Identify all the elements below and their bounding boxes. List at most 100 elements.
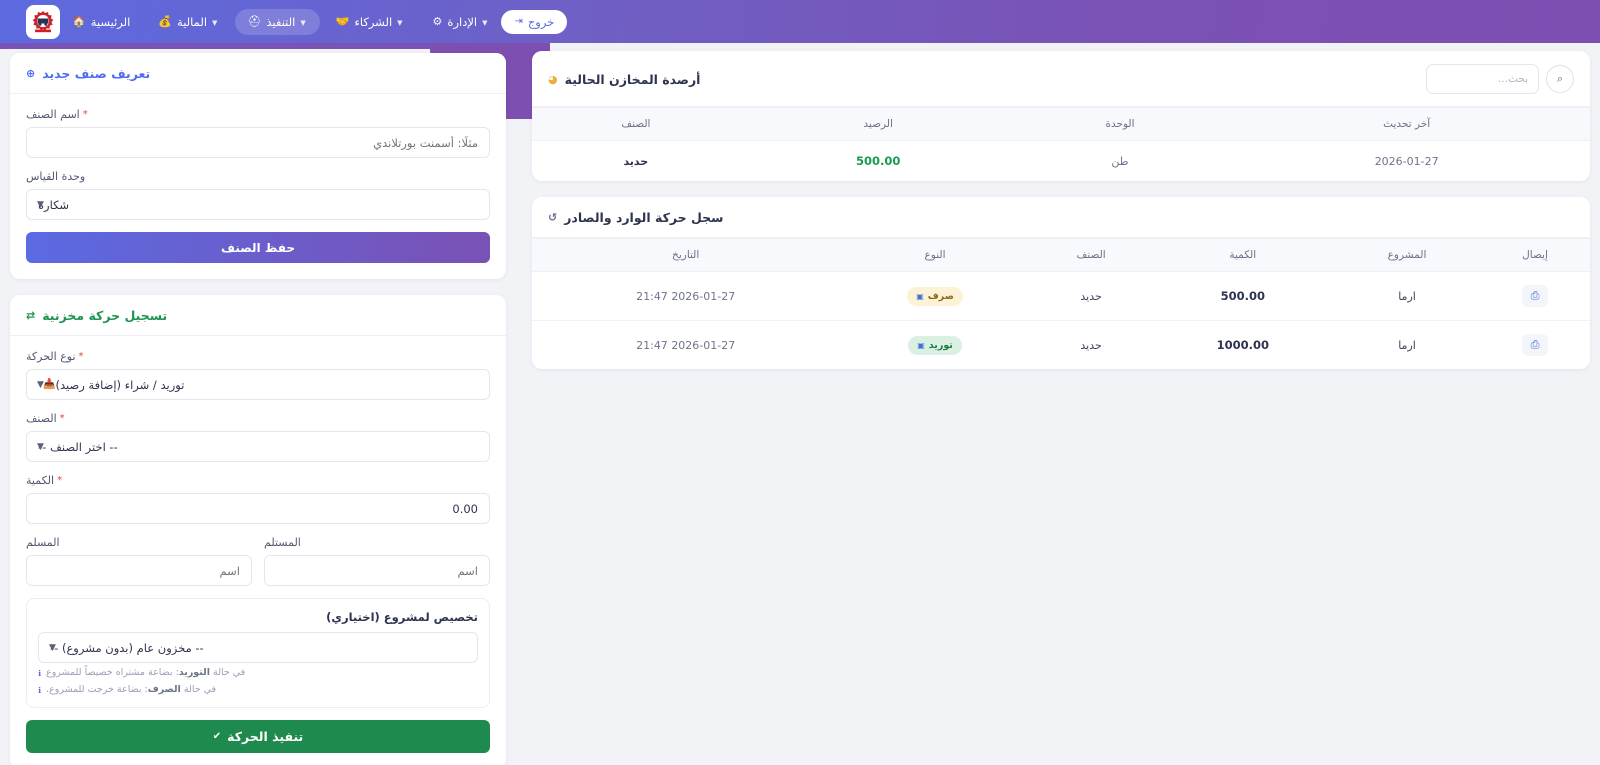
quantity-label-text: الكمية	[26, 474, 55, 487]
save-item-label: حفظ الصنف	[221, 240, 295, 255]
hint-issue: ℹ في حالة الصرف: بضاعة خرجت للمشروع.	[38, 683, 478, 697]
item-name-label-text: اسم الصنف	[26, 108, 80, 121]
save-item-button[interactable]: حفظ الصنف	[26, 232, 490, 263]
project-select[interactable]: -- مخزون عام (بدون مشروع) --	[38, 632, 478, 663]
project-selected-value: -- مخزون عام (بدون مشروع) --	[50, 640, 204, 655]
plus-circle-icon: ⊕	[26, 67, 36, 80]
page-body: ⊕ تعريف صنف جديد اسم الصنف * وحدة القياس	[0, 29, 1600, 765]
logout-label: خروج	[527, 14, 555, 29]
receiver-field: المستلم	[264, 536, 490, 586]
movement-card-body: نوع الحركة * 📥 توريد / شراء (إضافة رصيد)…	[10, 336, 506, 765]
item-name-label: اسم الصنف *	[26, 108, 490, 121]
movement-type-label-text: نوع الحركة	[26, 350, 76, 363]
home-icon: 🏠	[72, 15, 86, 28]
cell-date: 2026-01-27 21:47	[636, 338, 736, 352]
nav-item-admin[interactable]: ⚙ الإدارة ▼	[421, 9, 502, 35]
history-icon: ↺	[548, 211, 558, 224]
hint-issue-text: في حالة الصرف: بضاعة خرجت للمشروع.	[46, 684, 217, 696]
deliverer-label-text: المسلم	[26, 536, 60, 549]
stock-table: آخر تحديث الوحدة الرصيد الصنف 2026-01-27…	[532, 107, 1590, 181]
item-name-field: اسم الصنف *	[26, 108, 490, 158]
chevron-down-icon: ▼	[300, 18, 306, 27]
submit-movement-label: تنفيذ الحركة	[227, 728, 304, 744]
nav-label-partners: الشركاء	[354, 14, 393, 29]
nav-item-execution[interactable]: ⛑ التنفيذ ▼	[235, 8, 320, 35]
chevron-down-icon: ▼	[482, 18, 488, 27]
unit-label: وحدة القياس	[26, 170, 490, 183]
cell-item: حديد	[1080, 338, 1102, 352]
quantity-label: الكمية *	[26, 474, 490, 487]
cell-balance: 500.00	[855, 154, 901, 168]
stock-card-header: ◕ أرصدة المخازن الحالية ⌕	[532, 51, 1590, 107]
chevron-down-icon: ▼	[397, 18, 403, 27]
unit-label-text: وحدة القياس	[26, 170, 86, 183]
log-title-text: سجل حركة الوارد والصادر	[564, 210, 724, 225]
new-item-card: ⊕ تعريف صنف جديد اسم الصنف * وحدة القياس	[10, 53, 506, 279]
helmet-icon: ⛑	[247, 15, 262, 28]
cell-qty: 1000.00	[1216, 338, 1269, 352]
movement-log-card: ↺ سجل حركة الوارد والصادر إيصال المشروع …	[532, 197, 1590, 369]
movement-type-select[interactable]: 📥 توريد / شراء (إضافة رصيد)	[26, 369, 490, 400]
chevron-down-icon: ▼	[212, 18, 218, 27]
cell-receipt: ⎙	[1480, 321, 1590, 370]
table-row: 2026-01-27 طن 500.00 حديد	[532, 141, 1590, 182]
movement-item-select-wrap: -- اختر الصنف -- ▼	[26, 431, 490, 462]
cell-project: ارما	[1334, 271, 1480, 321]
print-receipt-button[interactable]: ⎙	[1522, 285, 1548, 307]
nav-label-home: الرئيسية	[90, 14, 131, 29]
movement-title-text: تسجيل حركة مخزنية	[42, 308, 168, 323]
log-table-head: إيصال المشروع الكمية الصنف النوع التاريخ	[532, 238, 1590, 272]
info-icon: ℹ	[38, 669, 42, 678]
submit-movement-button[interactable]: ✔ تنفيذ الحركة	[26, 719, 490, 753]
new-item-card-body: اسم الصنف * وحدة القياس شكارة ▼	[10, 94, 506, 279]
deliverer-label: المسلم	[26, 536, 252, 549]
stock-title-text: أرصدة المخازن الحالية	[564, 71, 701, 87]
table-row: ⎙ ارما 500.00 حديد ▣ صرف 2026-01-27	[532, 271, 1590, 321]
cell-item: حديد	[1030, 271, 1152, 321]
new-item-card-header: ⊕ تعريف صنف جديد	[10, 53, 506, 94]
cell-qty: 500.00	[1151, 271, 1335, 321]
search-button[interactable]: ⌕	[1546, 65, 1574, 93]
nav-label-execution: التنفيذ	[266, 14, 296, 29]
cell-unit: طن	[1111, 154, 1129, 168]
stock-balances-card: ◕ أرصدة المخازن الحالية ⌕ آخر تحديث الوح…	[532, 51, 1590, 181]
table-row: ⎙ ارما 1000.00 حديد ▣ توريد 2026-01-	[532, 321, 1590, 370]
nav-item-partners[interactable]: 🤝 الشركاء ▼	[324, 9, 417, 35]
hint-supply: ℹ في حالة التوريد: بضاعة مشتراه خصيصاً ل…	[38, 666, 478, 680]
company-logo[interactable]	[26, 4, 60, 39]
required-marker: *	[82, 109, 88, 120]
receiver-label-text: المستلم	[264, 536, 301, 549]
stock-table-body: 2026-01-27 طن 500.00 حديد	[532, 141, 1590, 182]
arrow-in-icon: 📥	[43, 379, 56, 390]
col-date: التاريخ	[532, 238, 840, 272]
top-navbar: 🏠 الرئيسية 💰 المالية ▼ ⛑ التنفيذ ▼ 🤝 الش…	[0, 0, 1600, 43]
gear-icon: ⚙	[432, 15, 443, 28]
log-card-header: ↺ سجل حركة الوارد والصادر	[532, 197, 1590, 238]
stock-table-head: آخر تحديث الوحدة الرصيد الصنف	[532, 107, 1590, 141]
log-header-row: إيصال المشروع الكمية الصنف النوع التاريخ	[532, 238, 1590, 272]
movement-type-label: نوع الحركة *	[26, 350, 490, 363]
left-column: ◕ أرصدة المخازن الحالية ⌕ آخر تحديث الوح…	[520, 43, 1600, 765]
movement-item-label: الصنف *	[26, 412, 490, 425]
pie-chart-icon: ◕	[548, 72, 558, 86]
nav-item-home[interactable]: 🏠 الرئيسية	[60, 9, 142, 35]
unit-select[interactable]: شكارة	[26, 189, 490, 220]
quantity-input[interactable]: 0.00	[26, 493, 490, 524]
print-receipt-button[interactable]: ⎙	[1522, 334, 1548, 356]
cell-receipt: ⎙	[1480, 271, 1590, 321]
cell-project: ارما	[1398, 338, 1416, 352]
movement-type-select-wrap: 📥 توريد / شراء (إضافة رصيد) ▼	[26, 369, 490, 400]
item-name-input[interactable]	[26, 127, 490, 158]
search-input[interactable]	[1426, 64, 1539, 94]
nav-label-finance: المالية	[177, 14, 208, 29]
deliverer-input[interactable]	[26, 555, 252, 586]
nav-item-finance[interactable]: 💰 المالية ▼	[146, 9, 231, 35]
deliverer-field: المسلم	[26, 536, 252, 586]
movement-item-select[interactable]: -- اختر الصنف --	[26, 431, 490, 462]
status-badge: ▣ توريد	[908, 335, 962, 355]
logout-button[interactable]: ⇥ خروج	[501, 9, 568, 34]
receiver-input[interactable]	[264, 555, 490, 586]
log-title: ↺ سجل حركة الوارد والصادر	[548, 210, 723, 225]
search-icon: ⌕	[1556, 72, 1564, 85]
movement-type-field: نوع الحركة * 📥 توريد / شراء (إضافة رصيد)…	[26, 350, 490, 400]
